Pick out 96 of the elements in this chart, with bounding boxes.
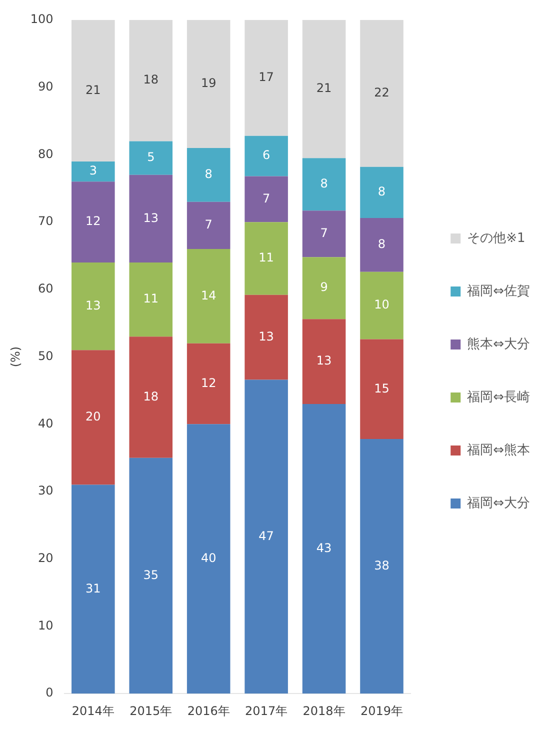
bar	[244, 136, 288, 176]
data-label: 8	[204, 167, 212, 182]
data-label: 3	[89, 164, 97, 178]
data-label: 7	[262, 191, 270, 206]
bar	[244, 294, 288, 380]
bar	[360, 166, 404, 218]
bar	[72, 484, 115, 694]
bar	[360, 20, 404, 167]
bar	[186, 202, 230, 250]
data-label: 13	[86, 298, 101, 312]
data-label: 9	[320, 280, 328, 294]
x-tick-label: 2014年	[72, 704, 114, 718]
bar	[186, 249, 230, 344]
bar	[72, 350, 115, 485]
data-label: 21	[86, 82, 101, 97]
data-label: 8	[378, 184, 386, 199]
bar	[244, 176, 288, 222]
data-label: 43	[316, 540, 332, 555]
data-label: 47	[258, 528, 274, 543]
y-tick-label: 100	[30, 12, 54, 26]
legend-label: 福岡⇔熊本	[467, 442, 530, 458]
data-label: 10	[374, 298, 390, 312]
bar	[302, 210, 346, 258]
bar	[129, 262, 173, 337]
legend-label: 福岡⇔大分	[467, 496, 530, 511]
data-label: 38	[374, 558, 390, 572]
data-label: 31	[86, 581, 101, 596]
data-label: 18	[143, 389, 159, 404]
bar	[244, 380, 288, 694]
y-axis-title: (%)	[8, 346, 22, 368]
legend-label: その他※1	[467, 230, 526, 246]
y-tick-label: 10	[38, 618, 54, 632]
bar	[72, 182, 115, 262]
y-tick-label: 20	[38, 551, 54, 566]
bar	[72, 161, 115, 182]
bar	[302, 404, 346, 694]
y-tick-label: 30	[38, 484, 54, 498]
bar	[302, 158, 346, 211]
bar	[360, 272, 404, 340]
data-label: 11	[258, 250, 274, 265]
y-tick-label: 50	[38, 348, 54, 363]
legend-label: 熊本⇔大分	[467, 336, 530, 352]
bar	[72, 262, 115, 350]
bar	[186, 20, 230, 148]
bar	[186, 424, 230, 694]
y-tick-label: 60	[38, 282, 54, 296]
bar	[129, 458, 173, 694]
bar	[302, 257, 346, 320]
data-label: 18	[143, 72, 159, 87]
data-label: 12	[86, 214, 101, 228]
data-label: 21	[316, 81, 332, 96]
y-tick-label: 0	[46, 686, 54, 700]
data-label: 7	[320, 226, 328, 240]
x-tick-label: 2017年	[245, 704, 288, 718]
data-label: 8	[320, 176, 328, 190]
x-tick-label: 2015年	[130, 704, 172, 718]
data-label: 19	[200, 76, 216, 90]
data-label: 14	[200, 288, 216, 302]
data-label: 35	[143, 568, 159, 582]
data-label: 13	[258, 329, 274, 344]
data-label: 40	[200, 551, 216, 566]
bar	[360, 218, 404, 272]
data-label: 8	[378, 237, 386, 252]
legend-label: 福岡⇔佐賀	[467, 284, 530, 299]
bar	[186, 148, 230, 202]
x-tick-label: 2016年	[187, 704, 230, 718]
data-label: 13	[143, 210, 159, 225]
x-tick-label: 2019年	[360, 704, 404, 718]
data-label: 13	[316, 354, 332, 368]
legend-label: 福岡⇔長崎	[467, 390, 530, 405]
bar	[360, 438, 404, 694]
bar	[244, 20, 288, 136]
y-tick-label: 80	[38, 146, 54, 161]
bar	[129, 141, 173, 175]
bar	[129, 174, 173, 262]
data-label: 5	[147, 150, 155, 164]
y-tick-label: 70	[38, 214, 54, 228]
y-tick-label: 40	[38, 416, 54, 430]
bar	[244, 222, 288, 295]
x-tick-label: 2018年	[302, 704, 346, 718]
data-label: 22	[374, 86, 390, 100]
data-label: 17	[258, 70, 274, 84]
bar	[302, 20, 346, 158]
data-label: 20	[86, 410, 101, 424]
bar	[129, 20, 173, 142]
bar	[72, 20, 115, 162]
data-label: 15	[374, 381, 390, 396]
data-label: 6	[262, 148, 270, 162]
bar	[186, 343, 230, 424]
bar	[129, 336, 173, 458]
bar	[360, 339, 404, 439]
data-label: 12	[200, 376, 216, 390]
data-label: 11	[143, 292, 159, 306]
data-label: 7	[204, 218, 212, 232]
bar	[302, 319, 346, 404]
y-tick-label: 90	[38, 79, 54, 94]
